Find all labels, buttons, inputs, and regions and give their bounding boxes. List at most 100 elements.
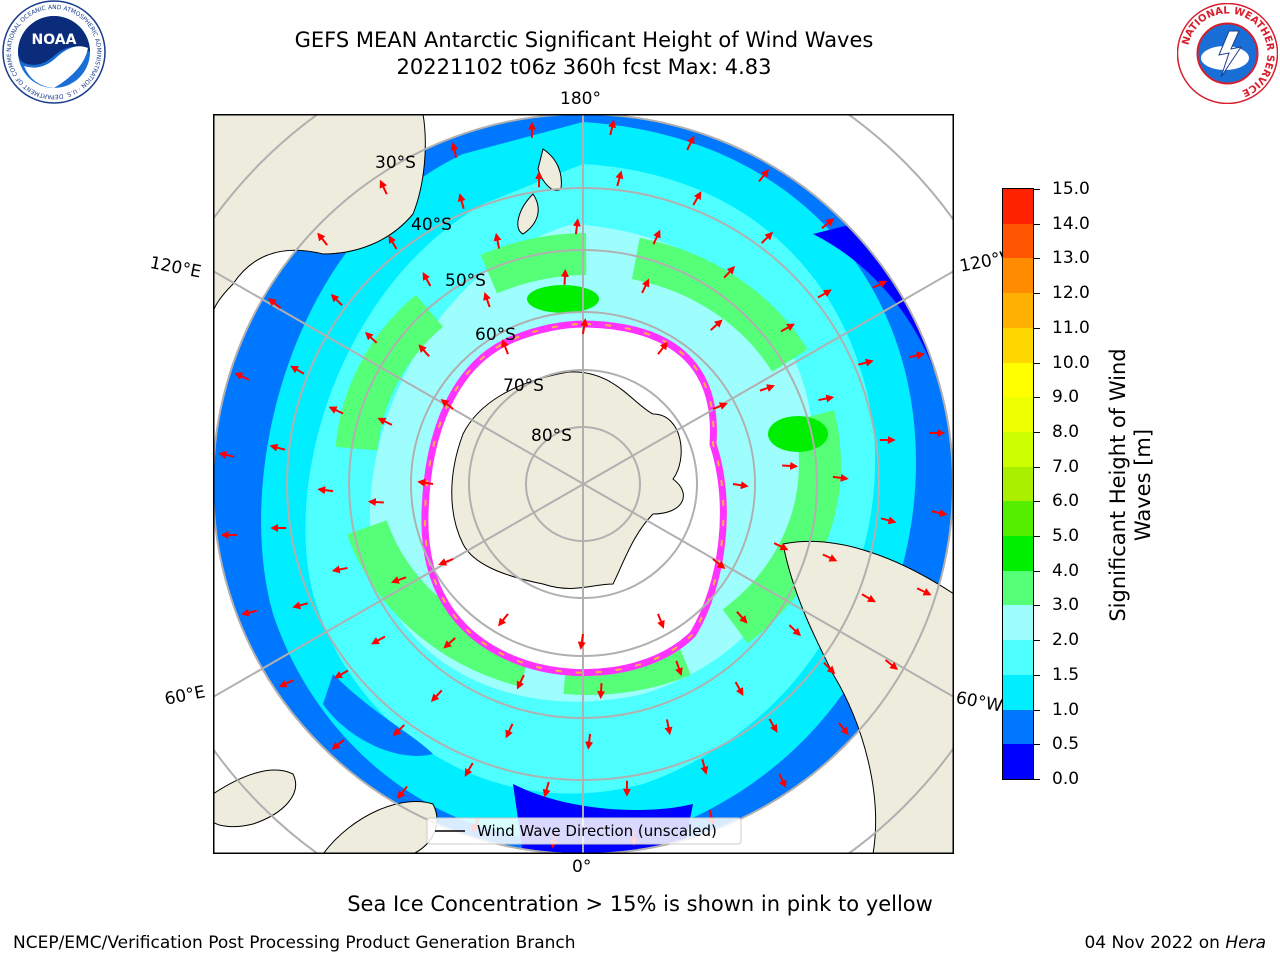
map-title: GEFS MEAN Antarctic Significant Height o… [294,28,874,52]
wave-direction-arrow [838,722,849,736]
colorbar-tick [1034,605,1040,607]
wave-direction-arrow [397,785,408,800]
wave-direction-arrow [832,473,849,482]
colorbar-tick-label: 7.0 [1052,456,1080,477]
wave-direction-arrow [823,662,836,675]
colorbar-tick [1034,570,1040,572]
colorbar-tick [1034,397,1040,399]
lat-label-40s: 40°S [411,215,452,235]
wave-direction-arrow [732,481,749,490]
wave-direction-arrow [493,232,502,249]
wave-direction-arrow [370,635,386,645]
wave-direction-arrow [736,611,748,624]
noaa-logo-text: NOAA [32,32,77,48]
wave-direction-arrow [392,724,405,737]
wave-direction-arrow [615,170,624,187]
wave-direction-arrow [822,553,838,562]
lon-label-60w: 60°W [954,688,1005,717]
colorbar-tick-label: 6.0 [1052,491,1080,512]
legend-label: Wind Wave Direction (unscaled) [477,822,717,840]
wave-direction-arrow [585,733,594,750]
colorbar-tick [1034,640,1040,642]
colorbar-tick [1034,536,1040,538]
wave-direction-arrow [267,298,282,309]
map-legend: Wind Wave Direction (unscaled) [426,817,742,845]
wave-direction-arrow [580,318,589,335]
lat-label-70s: 70°S [503,376,544,396]
wave-direction-arrow [692,191,702,206]
wave-direction-arrow [560,268,569,285]
colorbar-tick [1034,744,1040,746]
wave-direction-arrow [712,558,726,569]
colorbar-tick-label: 13.0 [1052,248,1090,269]
wave-direction-arrow [328,406,344,415]
colorbar-tick-label: 0.0 [1052,769,1080,789]
wave-direction-arrow [269,443,286,452]
wave-direction-arrow [364,331,378,344]
wave-direction-arrow [657,341,668,355]
wave-direction-arrow [390,576,407,584]
colorbar-segment [1003,604,1033,641]
wave-direction-arrow [734,681,744,697]
colorbar-tick [1034,466,1040,468]
wave-direction-arrow [818,394,835,403]
colorbar-segment [1003,743,1033,779]
colorbar-segment [1003,639,1033,675]
wave-direction-arrow [498,613,509,627]
wave-direction-arrow [417,478,434,487]
wave-direction-arrow [292,601,309,610]
wave-direction-arrow [331,565,348,574]
wave-direction-arrow [712,402,728,410]
colorbar-segment [1003,500,1033,537]
colorbar-tick [1034,779,1040,780]
colorbar-tick [1034,258,1040,260]
wave-direction-arrow [652,229,661,245]
date-stamp: 04 Nov 2022 on Hera [1084,932,1266,954]
credit-text: NCEP/EMC/Verification Post Processing Pr… [13,933,576,953]
colorbar [1002,188,1034,780]
wave-direction-arrow [450,142,459,159]
wave-direction-arrow [641,278,650,294]
wave-direction-arrow [317,486,334,495]
wave-direction-arrow [457,193,466,210]
colorbar-tick [1034,293,1040,295]
wave-direction-arrow [778,773,787,789]
colorbar-tick-label: 11.0 [1052,317,1090,338]
wave-direction-arrow [780,323,796,333]
lon-label-180: 180° [560,89,601,109]
colorbar-tick-label: 2.0 [1052,630,1080,651]
lon-label-120e: 120°E [148,253,203,283]
wave-direction-arrow [761,231,774,244]
colorbar-tick-label: 1.5 [1052,664,1080,685]
wave-direction-arrow [290,365,305,375]
wave-direction-arrow [577,633,586,650]
wave-direction-arrow [817,289,832,299]
wave-direction-arrow [367,498,384,507]
colorbar-segment [1003,257,1033,294]
wave-direction-arrow [768,718,778,733]
wave-direction-arrow [505,723,514,739]
colorbar-tick [1034,431,1040,433]
wave-direction-arrow [438,558,454,566]
colorbar-tick [1034,189,1040,190]
lon-label-0: 0° [572,857,592,877]
wave-direction-arrow [330,293,343,306]
wave-direction-arrow [464,762,474,777]
wave-direction-arrow [334,669,349,679]
colorbar-segment [1003,188,1033,224]
wave-direction-arrow [241,608,258,617]
wave-direction-arrow [723,265,736,279]
new-zealand-south [517,193,539,235]
wave-direction-arrow [710,319,723,331]
colorbar-tick [1034,501,1040,503]
colorbar-segment [1003,535,1033,571]
wave-direction-arrow [686,135,695,151]
colorbar-tick-label: 3.0 [1052,595,1080,616]
wave-direction-arrow [218,451,235,459]
wave-direction-arrow [278,679,294,688]
colorbar-tick [1034,362,1040,364]
wave-direction-arrow [788,624,802,637]
polar-map: 30°S 40°S 50°S 60°S 70°S 80°S Wind Wave … [213,114,954,854]
wave-direction-arrow [675,660,683,677]
lat-label-60s: 60°S [475,325,516,345]
